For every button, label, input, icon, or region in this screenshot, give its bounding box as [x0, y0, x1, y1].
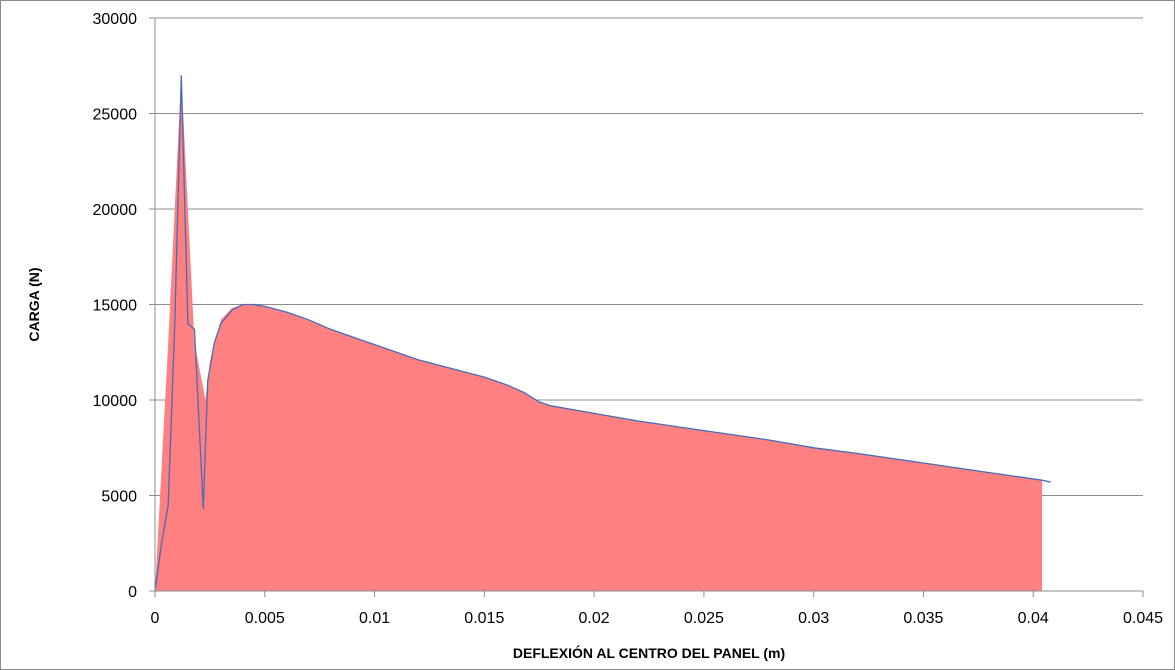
y-axis-title: CARGA (N) — [26, 267, 42, 341]
y-tick-label: 10000 — [93, 393, 138, 410]
axes — [149, 17, 1144, 597]
x-tick-label: 0.015 — [464, 610, 504, 627]
line-series-1 — [154, 75, 1051, 592]
x-tick-label: 0.01 — [359, 610, 390, 627]
y-tick-label: 30000 — [93, 11, 138, 28]
line-layer — [154, 75, 1051, 592]
x-tick-label: 0.045 — [1123, 610, 1163, 627]
x-tick-label: 0.025 — [684, 610, 724, 627]
y-tick-label: 5000 — [101, 489, 137, 506]
x-tick-labels: 0 0.005 0.01 0.015 0.02 0.025 0.03 0.035 0.04 0.0… — [151, 610, 1164, 627]
x-tick-label: 0.035 — [903, 610, 943, 627]
y-tick-labels: 0 5000 10000 15000 20000 25000 30000 — [93, 11, 138, 601]
y-tick-label: 0 — [128, 584, 137, 601]
x-tick-label: 0.005 — [245, 610, 285, 627]
y-tick-label: 20000 — [93, 202, 138, 219]
x-tick-label: 0.02 — [579, 610, 610, 627]
y-tick-label: 15000 — [93, 298, 138, 315]
area-series-0 — [155, 75, 1042, 592]
y-tick-label: 25000 — [93, 107, 138, 124]
x-tick-label: 0 — [151, 610, 160, 627]
area-layer — [155, 75, 1042, 592]
x-tick-label: 0.04 — [1018, 610, 1049, 627]
x-axis-title: DEFLEXIÓN AL CENTRO DEL PANEL (m) — [513, 644, 785, 661]
x-tick-label: 0.03 — [798, 610, 829, 627]
